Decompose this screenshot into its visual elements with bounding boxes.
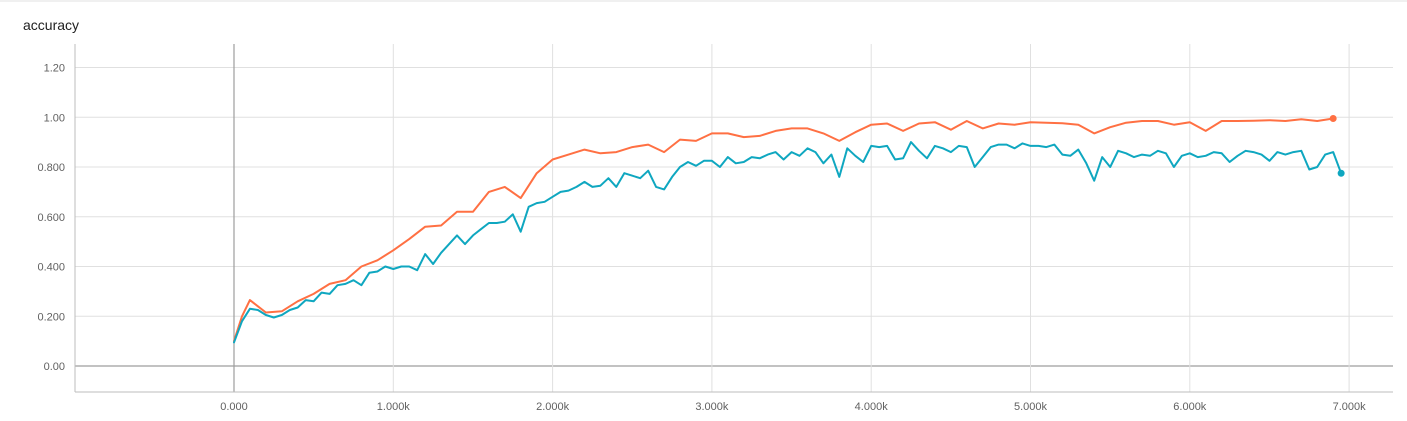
series-line-train [233,117,1335,343]
x-tick-label: 0.000 [220,401,248,413]
x-tick-label: 2.000k [536,401,570,413]
series-endpoint-validation [1337,169,1345,177]
y-tick-label: 1.00 [44,112,65,124]
y-tick-label: 0.00 [44,361,65,373]
x-tick-label: 5.000k [1014,401,1048,413]
y-tick-label: 0.400 [37,262,65,274]
x-tick-label: 6.000k [1173,401,1207,413]
series-lines [233,114,1345,344]
y-tick-label: 0.200 [37,311,65,323]
gridlines [75,44,1393,392]
x-tick-label: 3.000k [695,401,729,413]
series-endpoint-train [1329,114,1337,122]
series-line-validation [233,141,1343,344]
x-tick-label: 7.000k [1333,401,1367,413]
top-divider [0,0,1407,2]
tick-labels: 0.00 0.200 0.400 0.600 0.800 1.00 1.20 0.000 1.0… [37,63,1366,414]
x-tick-label: 1.000k [377,401,411,413]
x-tick-label: 4.000k [855,401,889,413]
y-tick-label: 0.800 [37,162,65,174]
axes [74,44,1393,393]
chart-title: accuracy [23,17,80,33]
y-tick-label: 0.600 [37,212,65,224]
y-tick-label: 1.20 [44,63,65,75]
